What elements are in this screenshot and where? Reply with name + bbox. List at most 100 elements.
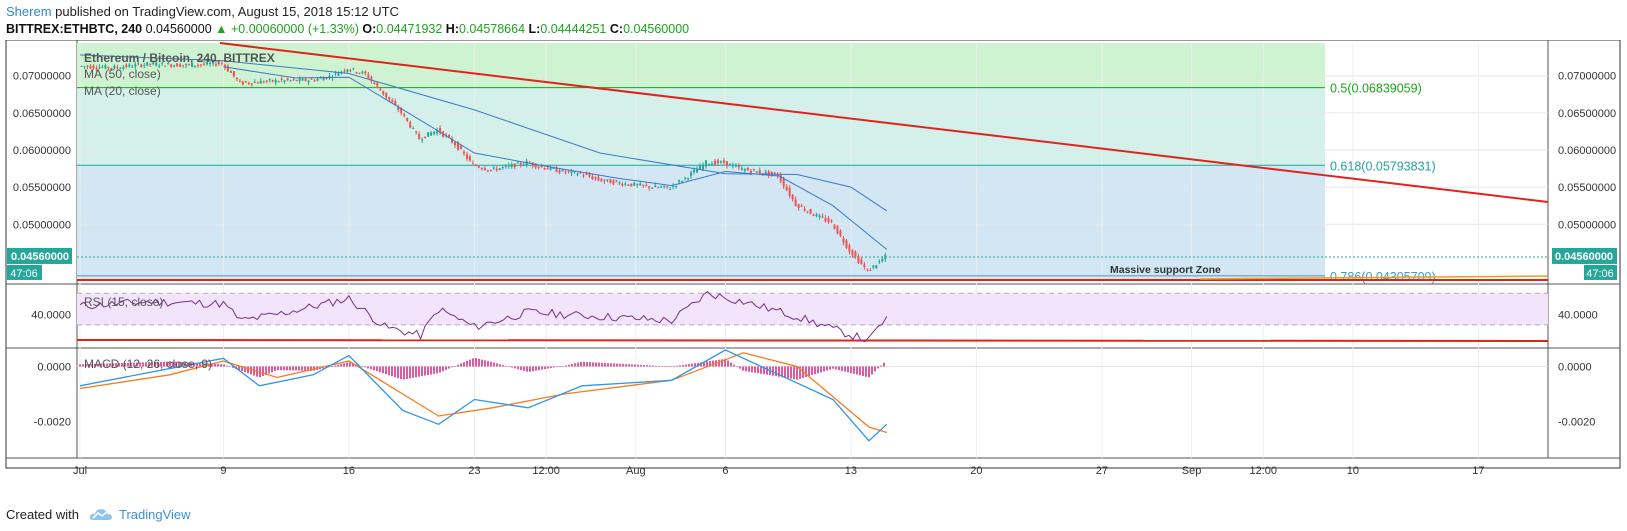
macd-histogram-bar [175, 361, 177, 367]
candle-body [869, 269, 872, 271]
candle-body [471, 163, 474, 165]
macd-histogram-bar [331, 366, 333, 367]
macd-histogram-bar [433, 366, 435, 374]
rsi-tick-right: 40.0000 [1558, 309, 1598, 321]
macd-histogram-bar [88, 364, 90, 367]
macd-histogram-bar [508, 366, 510, 368]
high-value: 0.04578664 [459, 22, 526, 36]
candle-body [648, 186, 651, 188]
candle-body [143, 64, 146, 67]
candle-body [719, 161, 722, 163]
candle-body [337, 73, 340, 76]
macd-histogram-bar [535, 366, 537, 371]
candle-body [836, 225, 839, 234]
candle-body [573, 171, 576, 173]
candle-body [134, 64, 137, 67]
candle-body [122, 66, 125, 69]
macd-histogram-bar [766, 366, 768, 375]
candle-body [328, 75, 331, 78]
support-zone [77, 275, 1325, 280]
macd-histogram-bar [181, 362, 183, 367]
macd-histogram-bar [388, 366, 390, 376]
candle-body [358, 72, 361, 74]
candle-body [489, 169, 492, 171]
macd-histogram-bar [121, 363, 123, 367]
candle-body [155, 62, 158, 66]
candle-body [268, 79, 271, 81]
macd-histogram-bar [307, 366, 309, 371]
price-tick-label-right: 0.05500000 [1558, 182, 1616, 194]
macd-histogram-bar [394, 366, 396, 378]
candle-body [645, 185, 648, 187]
price-tick-label-right: 0.06500000 [1558, 108, 1616, 120]
candle-body [657, 187, 660, 189]
macd-histogram-bar [595, 362, 597, 367]
macd-histogram-bar [670, 366, 672, 368]
macd-histogram-bar [334, 365, 336, 367]
macd-histogram-bar [568, 364, 570, 367]
chart-canvas[interactable]: 0.07000000 0.07000000 0.06500000 0.06500000… [0, 40, 1627, 500]
candle-body [755, 171, 758, 173]
high-label: H: [445, 22, 459, 36]
macd-histogram-bar [229, 366, 231, 368]
candle-body [558, 170, 561, 173]
footer: Created with TradingView [6, 506, 191, 522]
candle-body [367, 74, 370, 79]
macd-histogram-bar [301, 366, 303, 371]
macd-histogram-bar [463, 362, 465, 367]
macd-histogram-bar [382, 366, 384, 374]
macd-histogram-bar [757, 366, 759, 374]
time-tick-label: 17 [1472, 465, 1484, 477]
author-link[interactable]: Sherem [6, 4, 52, 19]
candle-body [185, 64, 188, 66]
candle-body [274, 79, 277, 83]
candle-body [477, 166, 480, 168]
macd-histogram-bar [160, 361, 162, 367]
macd-histogram-bar [142, 362, 144, 367]
macd-histogram-bar [823, 366, 825, 372]
candle-body [839, 230, 842, 236]
macd-histogram-bar [652, 365, 654, 367]
candle-body [830, 220, 833, 222]
macd-histogram-bar [166, 361, 168, 367]
candle-body [427, 132, 430, 137]
macd-histogram-bar [481, 359, 483, 367]
candle-body [594, 176, 597, 179]
macd-histogram-bar [94, 363, 96, 367]
macd-legend: MACD (12, 26, close, 9) [84, 357, 212, 371]
candle-body [265, 80, 268, 82]
candle-body [743, 169, 746, 171]
open-label: O: [362, 22, 377, 36]
candle-body [113, 65, 116, 69]
macd-histogram-bar [262, 366, 264, 376]
time-tick-label: Jul [73, 465, 87, 477]
candle-body [782, 179, 785, 187]
macd-histogram-bar [598, 362, 600, 367]
candle-body [758, 170, 761, 174]
macd-histogram-bar [97, 363, 99, 367]
time-tick-label: 16 [343, 465, 355, 477]
candle-body [603, 180, 606, 182]
macd-histogram-bar [112, 363, 114, 367]
macd-histogram-bar [217, 364, 219, 367]
macd-histogram-bar [391, 366, 393, 377]
candle-body [322, 77, 325, 81]
candle-body [767, 171, 770, 176]
price-change: ▲ +0.00060000 (+1.33%) [215, 22, 359, 36]
macd-histogram-bar [346, 362, 348, 367]
macd-histogram-bar [211, 363, 213, 367]
macd-histogram-bar [859, 366, 861, 376]
candle-body [713, 160, 716, 165]
macd-histogram-bar [265, 366, 267, 375]
tradingview-link[interactable]: TradingView [118, 506, 191, 522]
macd-histogram-bar [472, 358, 474, 367]
macd-histogram-bar [241, 366, 243, 372]
candle-body [722, 160, 725, 163]
macd-line [79, 349, 888, 442]
candle-body [615, 180, 618, 182]
macd-histogram-bar [796, 366, 798, 380]
macd-histogram-bar [442, 366, 444, 372]
candle-body [161, 62, 164, 64]
candle-body [137, 63, 140, 65]
macd-histogram-bar [724, 358, 726, 367]
